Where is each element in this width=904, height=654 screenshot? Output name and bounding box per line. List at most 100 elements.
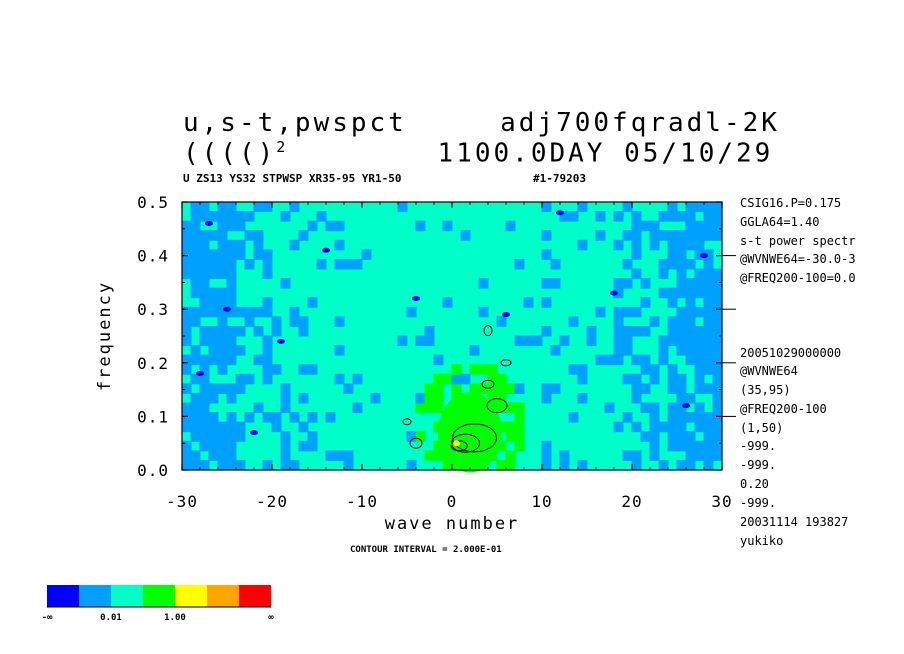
heatmap-cell [181, 450, 192, 461]
heatmap-cell [244, 211, 255, 222]
contour-line [409, 437, 423, 449]
heatmap-cell [244, 412, 255, 423]
heatmap-cell [262, 345, 273, 356]
title-units-exponent: 2 [276, 138, 289, 156]
heatmap-cell [685, 306, 696, 318]
heatmap-cell [208, 431, 219, 442]
y-tick-label: 0.2 [137, 354, 169, 373]
heatmap-cell [667, 373, 678, 385]
heatmap-cell [262, 249, 273, 260]
heatmap-cell [595, 354, 606, 366]
heatmap-cell [199, 239, 210, 251]
heatmap-cell [703, 230, 714, 241]
heatmap-cell [289, 459, 300, 471]
heatmap-cell [550, 383, 561, 394]
heatmap-cell [280, 440, 291, 452]
heatmap-cell [505, 459, 516, 471]
heatmap-cell [298, 364, 309, 375]
heatmap-cell [235, 239, 246, 251]
heatmap-cell [577, 373, 588, 385]
heatmap-cell [694, 364, 705, 375]
heatmap-cell [217, 345, 228, 356]
colorbar-swatch [111, 585, 143, 607]
heatmap-cell [226, 354, 237, 366]
heatmap-cell [352, 373, 363, 385]
heatmap-cell [649, 316, 660, 327]
heatmap-cell [514, 258, 525, 270]
heatmap-cell [199, 306, 210, 318]
heatmap-cell [334, 220, 345, 232]
side-info-line: -999. [740, 496, 777, 510]
heatmap-cell [541, 201, 552, 213]
heatmap-cell [190, 431, 201, 442]
heatmap-cell [622, 345, 633, 356]
heatmap-cell [604, 354, 615, 366]
heatmap-cell [415, 220, 426, 232]
x-tick-label: 10 [531, 492, 552, 511]
heatmap-cell [667, 249, 678, 260]
contour-line [450, 440, 468, 452]
heatmap-cell [280, 402, 291, 414]
heatmap-cell [514, 421, 525, 433]
heatmap-cell [694, 345, 705, 356]
heatmap-cell [667, 431, 678, 442]
heatmap-cell [712, 230, 723, 241]
heatmap-cell [325, 450, 336, 461]
heatmap-cell [478, 278, 489, 289]
heatmap-cell [541, 440, 552, 452]
heatmap-cell [694, 306, 705, 318]
heatmap-cell [514, 402, 525, 414]
heatmap-cell [208, 306, 219, 318]
heatmap-cell [199, 383, 210, 394]
heatmap-cell [199, 335, 210, 347]
heatmap-cell [262, 354, 273, 366]
colorbar-swatch [239, 585, 271, 607]
heatmap-cell [613, 335, 624, 347]
heatmap-cell [631, 239, 642, 251]
heatmap-cell [235, 373, 246, 385]
heatmap-cell [217, 450, 228, 461]
heatmap-cell [208, 345, 219, 356]
heatmap-cell [235, 325, 246, 337]
heatmap-cell [649, 421, 660, 433]
heatmap-cell [532, 335, 543, 347]
heatmap-cell [505, 220, 516, 232]
heatmap-cell [226, 220, 237, 232]
heatmap-cell [235, 211, 246, 222]
heatmap-cell [685, 239, 696, 251]
title-line2: (((()2 1100.0DAY 05/10/29 [183, 140, 773, 167]
heatmap-cell [676, 211, 687, 222]
heatmap-cell [640, 297, 651, 308]
heatmap-cell [208, 268, 219, 280]
heatmap-cell [226, 459, 237, 471]
heatmap-cell [703, 258, 714, 270]
heatmap-cell [190, 354, 201, 366]
heatmap-cell [397, 201, 408, 213]
colorbar-swatch [207, 585, 239, 607]
heatmap-cell [190, 230, 201, 241]
heatmap-cell [703, 354, 714, 366]
heatmap-cell [469, 364, 480, 375]
heatmap-cell [253, 249, 264, 260]
subtitle-right: #1-79203 [533, 172, 586, 185]
heatmap-cell [181, 258, 192, 270]
heatmap-cell [694, 249, 705, 260]
heatmap-cell [190, 278, 201, 289]
heatmap-cell [550, 258, 561, 270]
heatmap-cell [703, 306, 714, 318]
heatmap-cell [595, 306, 606, 318]
heatmap-cell [541, 459, 552, 471]
heatmap-cell [541, 249, 552, 260]
minimum-spot [205, 220, 213, 226]
heatmap-cell [442, 297, 453, 308]
heatmap-cell [199, 268, 210, 280]
heatmap-cell [712, 220, 723, 232]
heatmap-cell [667, 316, 678, 327]
y-tick-label: 0.0 [137, 461, 169, 480]
heatmap-cell [649, 230, 660, 241]
heatmap-cell [262, 306, 273, 318]
heatmap-cell [451, 383, 462, 394]
heatmap-cell [703, 201, 714, 213]
heatmap-cell [181, 325, 192, 337]
heatmap-cell [541, 325, 552, 337]
